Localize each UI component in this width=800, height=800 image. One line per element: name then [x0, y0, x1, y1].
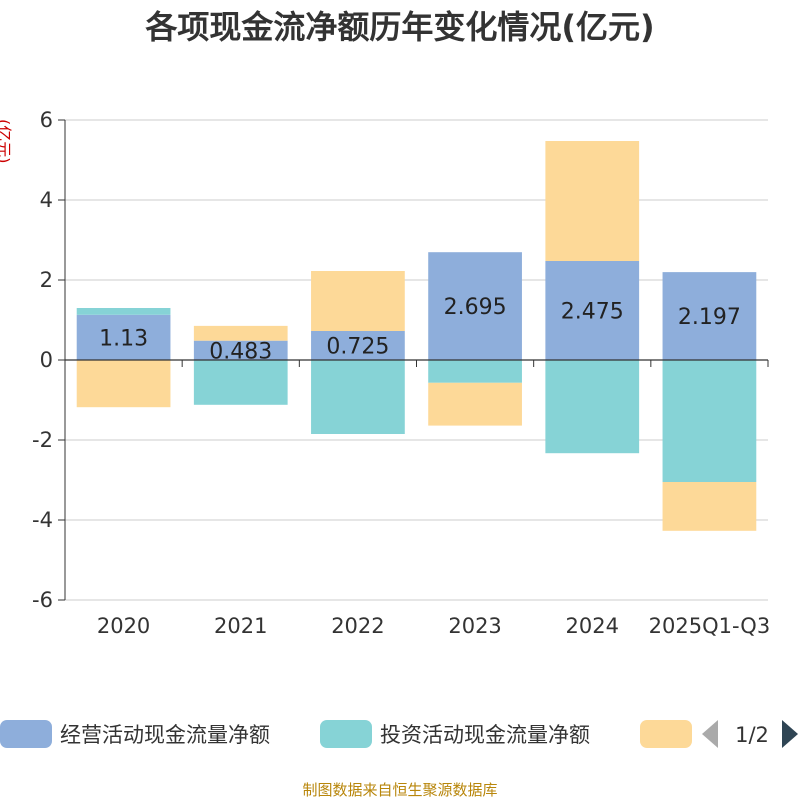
bar-series0-2025Q1-Q3[interactable]	[662, 272, 757, 360]
bar-series0-2024[interactable]	[545, 261, 640, 360]
bar-series2-2021[interactable]	[193, 325, 288, 341]
source-note: 制图数据来自恒生聚源数据库	[302, 781, 497, 799]
bar-series2-2023[interactable]	[428, 382, 522, 426]
y-tick-label: -6	[32, 588, 53, 612]
y-tick-label: -2	[32, 428, 53, 452]
data-label: 2.475	[561, 300, 624, 325]
x-tick-label: 2025Q1-Q3	[649, 614, 771, 638]
y-tick-label: 6	[40, 108, 53, 132]
bar-series1-2025Q1-Q3[interactable]	[662, 360, 757, 482]
data-label: 0.725	[326, 335, 389, 360]
y-axis-label: (亿元)	[0, 119, 13, 164]
data-label: 2.695	[444, 295, 507, 320]
data-label: 2.197	[678, 305, 741, 330]
legend-item-0[interactable]: 经营活动现金流量净额	[0, 720, 270, 748]
grid-lines	[65, 119, 768, 601]
legend-label: 经营活动现金流量净额	[60, 723, 270, 747]
bar-series0-2022[interactable]	[311, 331, 405, 360]
y-tick-label: 4	[40, 188, 53, 212]
bar-series2-2020[interactable]	[76, 360, 171, 408]
bar-series0-2023[interactable]	[428, 252, 522, 360]
bars	[76, 141, 757, 531]
legend: 经营活动现金流量净额 投资活动现金流量净额 1/2	[0, 720, 798, 748]
x-tick-label: 2021	[214, 614, 267, 638]
bar-series1-2023[interactable]	[428, 360, 522, 383]
axes: 6 4 2 0 -2 -4 -6 2020 2021 2022 2023 2024 2025Q1-Q3	[32, 108, 770, 638]
bar-series0-2021[interactable]	[193, 340, 288, 360]
bar-series2-2024[interactable]	[545, 141, 640, 261]
legend-label: 投资活动现金流量净额	[380, 723, 590, 747]
y-tick-label: 2	[40, 268, 53, 292]
legend-swatch	[0, 720, 52, 748]
bar-series0-2020[interactable]	[76, 314, 171, 360]
legend-swatch	[640, 720, 692, 748]
y-tick-label: -4	[32, 508, 53, 532]
data-label: 0.483	[209, 339, 272, 364]
legend-item-1[interactable]: 投资活动现金流量净额	[320, 720, 590, 748]
bar-series1-2021[interactable]	[193, 360, 288, 405]
x-tick-label: 2022	[331, 614, 384, 638]
chart-title: 各项现金流净额历年变化情况(亿元)	[145, 8, 654, 46]
legend-item-2[interactable]	[640, 720, 692, 748]
data-label: 1.13	[99, 326, 148, 351]
bar-series2-2022[interactable]	[311, 271, 405, 331]
x-tick-label: 2023	[448, 614, 501, 638]
y-tick-label: 0	[40, 348, 53, 372]
bar-series1-2020[interactable]	[76, 308, 171, 315]
data-labels: 1.13 0.483 0.725 2.695 2.475 2.197	[99, 295, 741, 364]
bar-series1-2024[interactable]	[545, 360, 640, 454]
legend-prev-icon[interactable]	[702, 720, 718, 748]
x-tick-label: 2020	[97, 614, 150, 638]
legend-next-icon[interactable]	[782, 720, 798, 748]
legend-page-indicator: 1/2	[735, 723, 769, 747]
x-tick-label: 2024	[566, 614, 619, 638]
legend-swatch	[320, 720, 372, 748]
bar-series1-2022[interactable]	[311, 360, 405, 434]
bar-series2-2025Q1-Q3[interactable]	[662, 482, 757, 531]
